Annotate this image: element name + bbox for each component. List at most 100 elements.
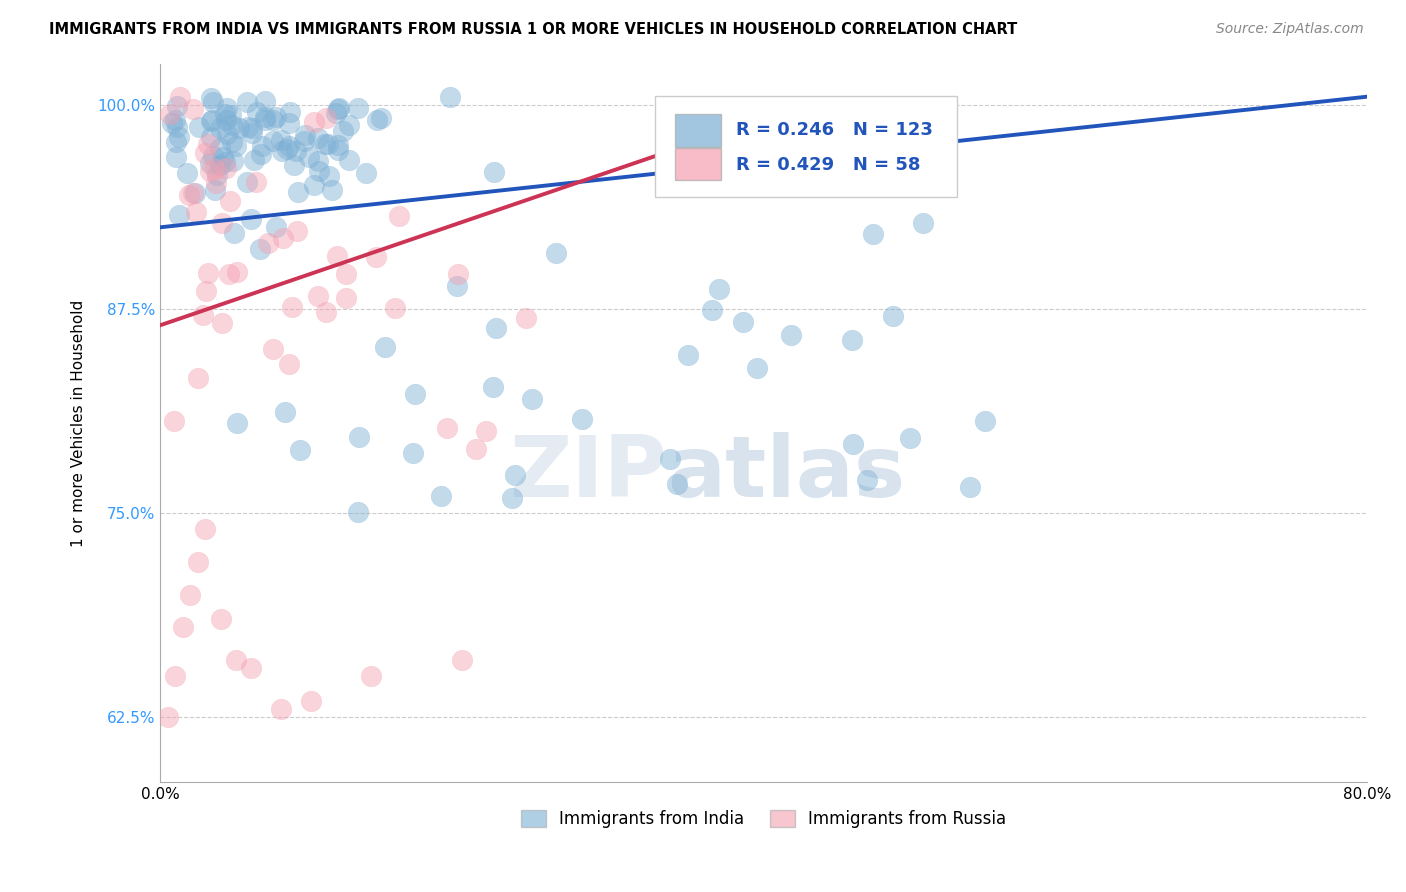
- Point: [402, 446, 425, 460]
- Point: [326, 143, 349, 157]
- Point: [959, 480, 981, 494]
- Point: [239, 661, 262, 675]
- Point: [202, 149, 225, 163]
- Point: [235, 95, 257, 109]
- Point: [159, 107, 181, 121]
- Point: [250, 138, 273, 153]
- Point: [446, 279, 468, 293]
- Point: [246, 105, 269, 120]
- Point: [298, 150, 321, 164]
- Point: [278, 115, 301, 129]
- Point: [195, 284, 218, 298]
- Point: [262, 112, 284, 127]
- Point: [254, 113, 277, 128]
- Point: [205, 168, 228, 182]
- Point: [167, 208, 190, 222]
- Point: [217, 127, 239, 141]
- Point: [215, 112, 238, 127]
- Point: [283, 158, 305, 172]
- Point: [316, 136, 339, 151]
- Point: [225, 653, 247, 667]
- Point: [221, 136, 243, 150]
- Point: [225, 138, 247, 153]
- Point: [841, 437, 863, 451]
- Point: [204, 161, 226, 176]
- Point: [214, 107, 236, 121]
- Point: [240, 121, 263, 136]
- Point: [439, 90, 461, 104]
- Point: [346, 505, 368, 519]
- Point: [257, 236, 280, 251]
- Point: [236, 175, 259, 189]
- Point: [659, 451, 682, 466]
- Point: [264, 110, 287, 124]
- Point: [262, 134, 284, 148]
- Point: [165, 135, 187, 149]
- Point: [208, 141, 231, 155]
- Point: [281, 301, 304, 315]
- Point: [294, 134, 316, 148]
- Point: [204, 176, 226, 190]
- Point: [271, 144, 294, 158]
- Point: [165, 669, 187, 683]
- Point: [209, 158, 232, 172]
- Point: [294, 128, 316, 143]
- Point: [193, 308, 215, 322]
- Text: Source: ZipAtlas.com: Source: ZipAtlas.com: [1216, 22, 1364, 37]
- Point: [169, 90, 191, 104]
- FancyBboxPatch shape: [655, 96, 956, 197]
- Point: [198, 156, 221, 170]
- Point: [326, 102, 349, 116]
- Point: [973, 414, 995, 428]
- Point: [177, 187, 200, 202]
- FancyBboxPatch shape: [675, 148, 721, 180]
- Point: [485, 321, 508, 335]
- Point: [731, 315, 754, 329]
- Point: [226, 265, 249, 279]
- Point: [702, 302, 724, 317]
- Point: [364, 251, 387, 265]
- Point: [882, 309, 904, 323]
- Point: [160, 116, 183, 130]
- Point: [430, 489, 453, 503]
- Point: [315, 112, 337, 126]
- Point: [447, 267, 470, 281]
- Point: [197, 136, 219, 151]
- Point: [404, 387, 426, 401]
- Point: [801, 169, 824, 183]
- Point: [187, 555, 209, 569]
- Point: [841, 333, 863, 347]
- Point: [374, 340, 396, 354]
- Point: [204, 183, 226, 197]
- Point: [197, 266, 219, 280]
- Point: [326, 249, 349, 263]
- Point: [520, 392, 543, 406]
- Point: [299, 694, 322, 708]
- Point: [546, 246, 568, 260]
- Point: [181, 186, 204, 200]
- Point: [201, 113, 224, 128]
- Point: [270, 702, 292, 716]
- Point: [346, 101, 368, 115]
- Point: [450, 653, 472, 667]
- FancyBboxPatch shape: [675, 114, 721, 146]
- Point: [200, 129, 222, 144]
- Point: [862, 227, 884, 241]
- Point: [209, 612, 232, 626]
- Point: [236, 120, 259, 134]
- Point: [315, 305, 337, 319]
- Point: [156, 710, 179, 724]
- Point: [503, 468, 526, 483]
- Point: [270, 133, 292, 147]
- Legend: Immigrants from India, Immigrants from Russia: Immigrants from India, Immigrants from R…: [515, 804, 1012, 835]
- Point: [366, 113, 388, 128]
- Point: [245, 175, 267, 189]
- Point: [465, 442, 488, 456]
- Point: [302, 115, 325, 129]
- Point: [285, 223, 308, 237]
- Point: [214, 161, 236, 175]
- Point: [745, 361, 768, 376]
- Point: [211, 216, 233, 230]
- Point: [250, 147, 273, 161]
- Text: IMMIGRANTS FROM INDIA VS IMMIGRANTS FROM RUSSIA 1 OR MORE VEHICLES IN HOUSEHOLD : IMMIGRANTS FROM INDIA VS IMMIGRANTS FROM…: [49, 22, 1018, 37]
